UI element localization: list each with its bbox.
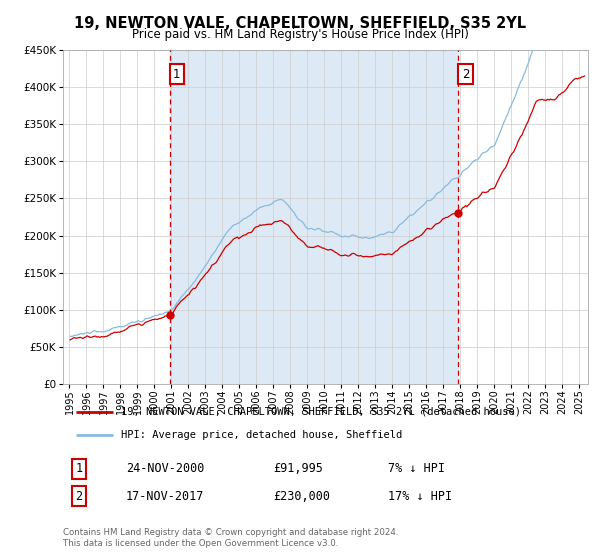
- Text: £230,000: £230,000: [273, 489, 330, 503]
- Text: Contains HM Land Registry data © Crown copyright and database right 2024.: Contains HM Land Registry data © Crown c…: [63, 528, 398, 536]
- Text: HPI: Average price, detached house, Sheffield: HPI: Average price, detached house, Shef…: [121, 431, 402, 440]
- Text: 2: 2: [75, 489, 82, 503]
- Text: 19, NEWTON VALE, CHAPELTOWN, SHEFFIELD, S35 2YL (detached house): 19, NEWTON VALE, CHAPELTOWN, SHEFFIELD, …: [121, 407, 521, 417]
- Text: 24-NOV-2000: 24-NOV-2000: [126, 462, 205, 475]
- Text: Price paid vs. HM Land Registry's House Price Index (HPI): Price paid vs. HM Land Registry's House …: [131, 28, 469, 41]
- Text: 1: 1: [75, 462, 82, 475]
- Text: £91,995: £91,995: [273, 462, 323, 475]
- Text: 7% ↓ HPI: 7% ↓ HPI: [389, 462, 445, 475]
- Text: This data is licensed under the Open Government Licence v3.0.: This data is licensed under the Open Gov…: [63, 539, 338, 548]
- Text: 1: 1: [173, 68, 181, 81]
- Text: 17% ↓ HPI: 17% ↓ HPI: [389, 489, 452, 503]
- Text: 17-NOV-2017: 17-NOV-2017: [126, 489, 205, 503]
- Text: 2: 2: [462, 68, 469, 81]
- Text: 19, NEWTON VALE, CHAPELTOWN, SHEFFIELD, S35 2YL: 19, NEWTON VALE, CHAPELTOWN, SHEFFIELD, …: [74, 16, 526, 31]
- Bar: [170, 50, 458, 384]
